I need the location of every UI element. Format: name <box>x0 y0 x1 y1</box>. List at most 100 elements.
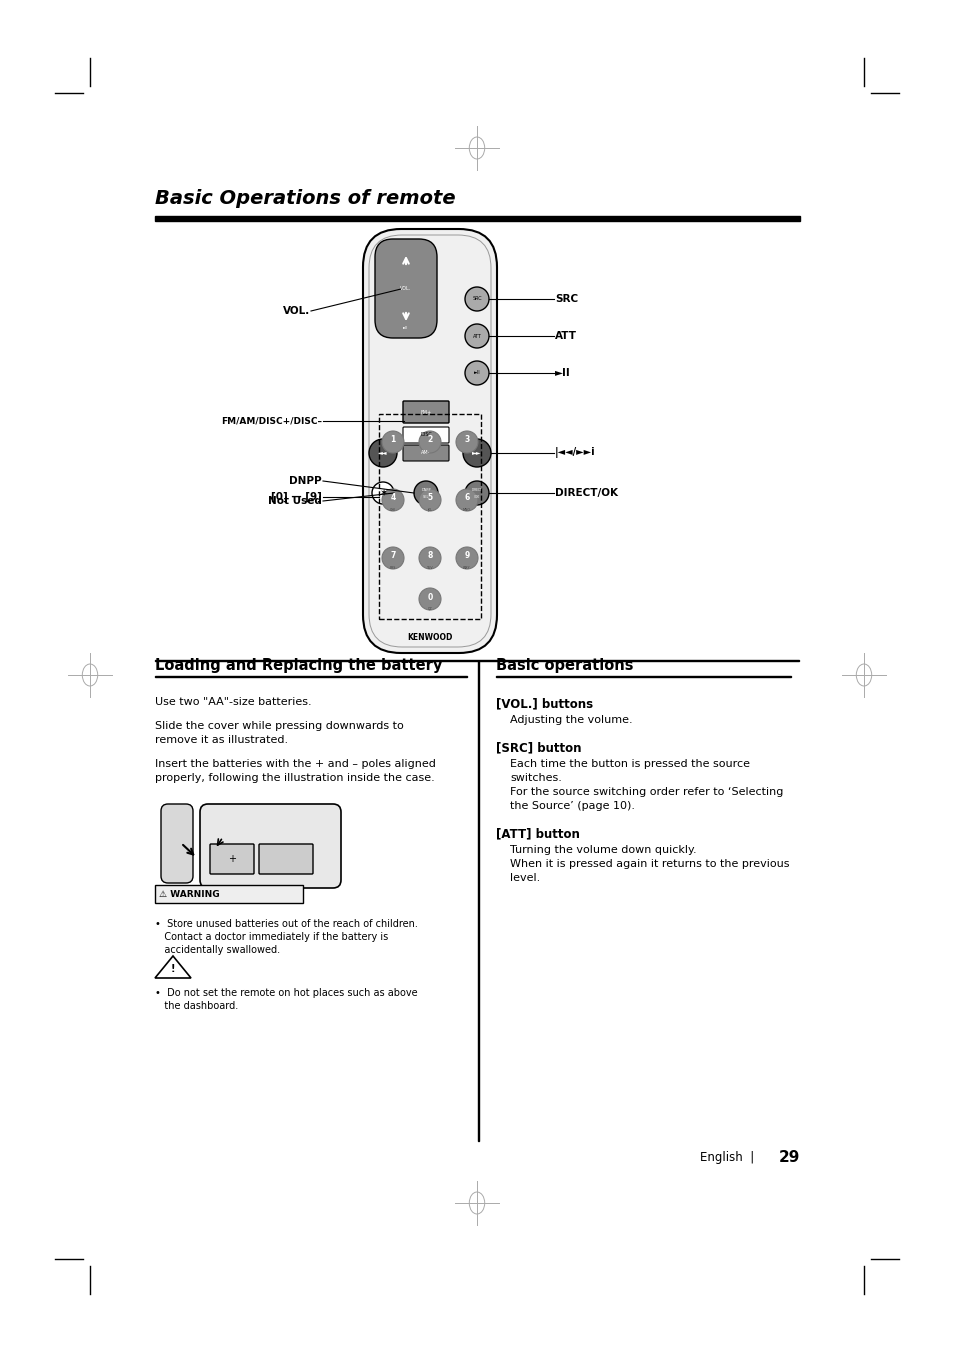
Text: accidentally swallowed.: accidentally swallowed. <box>154 944 280 955</box>
Text: 3: 3 <box>464 435 469 444</box>
Text: 8: 8 <box>427 551 433 561</box>
Text: properly, following the illustration inside the case.: properly, following the illustration ins… <box>154 773 435 784</box>
Text: ►II: ►II <box>473 370 480 376</box>
Text: /OK: /OK <box>474 494 479 499</box>
Circle shape <box>381 431 403 453</box>
Text: KENWOOD: KENWOOD <box>407 632 453 642</box>
Text: QZ: QZ <box>427 607 432 611</box>
Text: ATT: ATT <box>472 334 481 339</box>
Polygon shape <box>154 957 191 978</box>
Text: Loading and Replacing the battery: Loading and Replacing the battery <box>154 658 442 673</box>
Text: VOL.: VOL. <box>282 305 310 316</box>
Text: DISC: DISC <box>419 432 432 438</box>
Bar <box>154 885 303 902</box>
Text: Use two "AA"-size batteries.: Use two "AA"-size batteries. <box>154 697 312 707</box>
Text: MNO: MNO <box>462 508 471 512</box>
Text: When it is pressed again it returns to the previous: When it is pressed again it returns to t… <box>510 859 789 869</box>
Text: Contact a doctor immediately if the battery is: Contact a doctor immediately if the batt… <box>154 932 388 942</box>
Text: FM+: FM+ <box>420 409 431 415</box>
Text: ►II: ►II <box>403 326 408 330</box>
Text: remove it as illustrated.: remove it as illustrated. <box>154 735 288 744</box>
FancyBboxPatch shape <box>375 239 436 338</box>
FancyBboxPatch shape <box>210 844 253 874</box>
Text: 0: 0 <box>427 593 432 601</box>
Text: [0] — [9]: [0] — [9] <box>271 492 322 503</box>
Text: 7: 7 <box>390 551 395 561</box>
Circle shape <box>464 286 489 311</box>
Text: switches.: switches. <box>510 773 561 784</box>
Text: level.: level. <box>510 873 539 884</box>
Circle shape <box>464 324 489 349</box>
Circle shape <box>418 489 440 511</box>
Text: Turning the volume down quickly.: Turning the volume down quickly. <box>510 844 696 855</box>
Text: Basic operations: Basic operations <box>496 658 633 673</box>
FancyBboxPatch shape <box>402 401 449 423</box>
Text: •  Do not set the remote on hot places such as above: • Do not set the remote on hot places su… <box>154 988 417 998</box>
Text: the dashboard.: the dashboard. <box>154 1001 238 1011</box>
Circle shape <box>414 481 437 505</box>
Text: DIRECT/OK: DIRECT/OK <box>555 488 618 499</box>
Text: [ATT] button: [ATT] button <box>496 827 579 840</box>
Text: Insert the batteries with the + and – poles aligned: Insert the batteries with the + and – po… <box>154 759 436 769</box>
FancyBboxPatch shape <box>402 427 449 443</box>
Text: English  |: English | <box>699 1151 753 1163</box>
Text: •  Store unused batteries out of the reach of children.: • Store unused batteries out of the reac… <box>154 919 417 929</box>
Circle shape <box>456 489 477 511</box>
Text: VOL.: VOL. <box>400 286 411 292</box>
Text: the Source’ (page 10).: the Source’ (page 10). <box>510 801 635 811</box>
Text: 2: 2 <box>427 435 432 444</box>
Text: TUV: TUV <box>426 566 433 570</box>
Text: ►II: ►II <box>555 367 570 378</box>
Bar <box>477 661 478 1142</box>
Text: !: ! <box>171 965 175 974</box>
Text: AM-: AM- <box>421 450 430 455</box>
Text: Not Used: Not Used <box>268 496 322 507</box>
Text: 6: 6 <box>464 493 469 503</box>
Text: |◄◄/►►i: |◄◄/►►i <box>555 447 595 458</box>
Circle shape <box>464 481 489 505</box>
Text: SRC: SRC <box>555 295 578 304</box>
Bar <box>378 413 480 619</box>
Bar <box>154 216 800 222</box>
Bar <box>154 659 799 661</box>
FancyBboxPatch shape <box>258 844 313 874</box>
Text: FM/AM/DISC+/DISC–: FM/AM/DISC+/DISC– <box>221 416 322 426</box>
Text: For the source switching order refer to ‘Selecting: For the source switching order refer to … <box>510 788 782 797</box>
Circle shape <box>462 439 491 467</box>
Circle shape <box>464 361 489 385</box>
Bar <box>496 676 790 677</box>
Text: ⚠ WARNING: ⚠ WARNING <box>159 889 219 898</box>
Circle shape <box>418 588 440 611</box>
Text: ►►: ►► <box>472 450 481 455</box>
Circle shape <box>381 489 403 511</box>
Text: JKL: JKL <box>427 508 432 512</box>
FancyBboxPatch shape <box>402 444 449 461</box>
Text: Basic Operations of remote: Basic Operations of remote <box>154 189 456 208</box>
Circle shape <box>418 431 440 453</box>
Circle shape <box>381 547 403 569</box>
Text: ATT: ATT <box>555 331 577 340</box>
Text: [SRC] button: [SRC] button <box>496 740 581 754</box>
Text: 9: 9 <box>464 551 469 561</box>
Text: Adjusting the volume.: Adjusting the volume. <box>510 715 632 725</box>
Text: +: + <box>228 854 235 865</box>
Text: Slide the cover while pressing downwards to: Slide the cover while pressing downwards… <box>154 721 403 731</box>
Text: 29: 29 <box>778 1150 800 1165</box>
Text: DIRECT: DIRECT <box>471 488 482 492</box>
FancyBboxPatch shape <box>363 230 497 653</box>
Text: 1: 1 <box>390 435 395 444</box>
Text: SRC: SRC <box>472 296 481 301</box>
Text: DNPP: DNPP <box>289 476 322 486</box>
Text: 5: 5 <box>427 493 432 503</box>
Text: PRS: PRS <box>390 566 395 570</box>
Circle shape <box>418 547 440 569</box>
FancyBboxPatch shape <box>200 804 340 888</box>
Bar <box>154 676 467 677</box>
Text: GHI: GHI <box>390 508 395 512</box>
Circle shape <box>456 431 477 453</box>
FancyBboxPatch shape <box>161 804 193 884</box>
Text: ◄◄: ◄◄ <box>377 450 387 455</box>
Text: SEL: SEL <box>422 494 429 499</box>
Circle shape <box>456 547 477 569</box>
Text: Each time the button is pressed the source: Each time the button is pressed the sour… <box>510 759 749 769</box>
